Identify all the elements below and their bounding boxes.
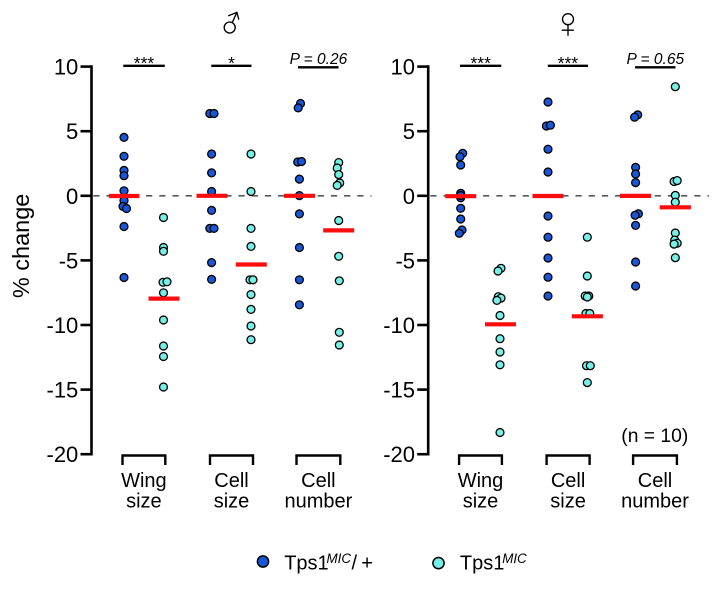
svg-text:Cell: Cell — [301, 470, 335, 492]
svg-text:(n = 10): (n = 10) — [621, 426, 688, 447]
svg-text:*: * — [228, 53, 235, 73]
svg-text:Wing: Wing — [458, 470, 504, 492]
svg-text:-5: -5 — [395, 248, 415, 273]
svg-text:10: 10 — [391, 55, 415, 80]
svg-text:-10: -10 — [383, 313, 415, 338]
svg-text:-5: -5 — [59, 248, 79, 273]
svg-text:P = 0.26: P = 0.26 — [290, 51, 348, 68]
svg-text:-15: -15 — [383, 378, 415, 403]
svg-text:Cell: Cell — [214, 470, 248, 492]
svg-text:***: *** — [470, 53, 491, 73]
svg-text:size: size — [126, 491, 162, 513]
svg-text:% change: % change — [8, 194, 34, 299]
svg-text:5: 5 — [403, 119, 415, 144]
svg-text:10: 10 — [54, 55, 78, 80]
svg-text:Cell: Cell — [551, 470, 585, 492]
svg-text:-15: -15 — [47, 378, 79, 403]
svg-text:size: size — [463, 491, 499, 513]
svg-text:0: 0 — [403, 184, 415, 209]
svg-text:5: 5 — [66, 119, 78, 144]
svg-text:size: size — [550, 491, 586, 513]
svg-text:Wing: Wing — [121, 470, 167, 492]
svg-text:Cell: Cell — [638, 470, 672, 492]
svg-text:number: number — [621, 491, 689, 513]
svg-text:P = 0.65: P = 0.65 — [626, 51, 684, 68]
svg-text:size: size — [214, 491, 250, 513]
svg-text:Tps1MIC /+: Tps1MIC / + — [284, 551, 373, 575]
svg-text:***: *** — [134, 53, 155, 73]
svg-text:-10: -10 — [47, 313, 79, 338]
svg-text:number: number — [284, 491, 352, 513]
svg-text:-20: -20 — [383, 442, 415, 467]
svg-text:-20: -20 — [47, 442, 79, 467]
svg-text:***: *** — [558, 53, 579, 73]
svg-text:0: 0 — [66, 184, 78, 209]
